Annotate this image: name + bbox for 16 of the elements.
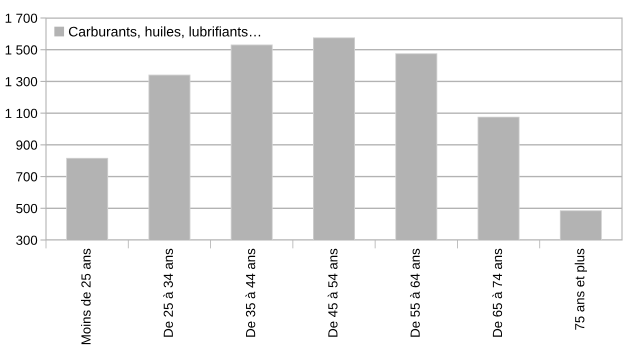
x-tick-label: De 55 à 64 ans — [410, 248, 420, 337]
x-tick-label: Moins de 25 ans — [80, 248, 91, 344]
y-tick-label: 300 — [16, 236, 38, 245]
y-tick-label: 1 500 — [6, 45, 38, 55]
x-tick-label: 75 ans et plus — [574, 248, 588, 330]
y-tick-label: 1 100 — [6, 108, 38, 118]
x-tick-label: De 45 à 54 ans — [328, 248, 338, 337]
y-tick-label: 500 — [16, 204, 38, 214]
legend-label: Carburants, huiles, lubrifiants… — [68, 26, 260, 38]
y-tick-label: 700 — [16, 172, 38, 182]
y-tick-label: 1 700 — [6, 14, 38, 23]
x-tick-label: De 25 à 34 ans — [163, 248, 173, 337]
x-tick-label: De 65 à 74 ans — [492, 248, 502, 337]
y-tick-label: 900 — [16, 140, 38, 150]
x-tick-label: De 35 à 44 ans — [245, 248, 256, 337]
y-tick-label: 1 300 — [6, 76, 38, 86]
